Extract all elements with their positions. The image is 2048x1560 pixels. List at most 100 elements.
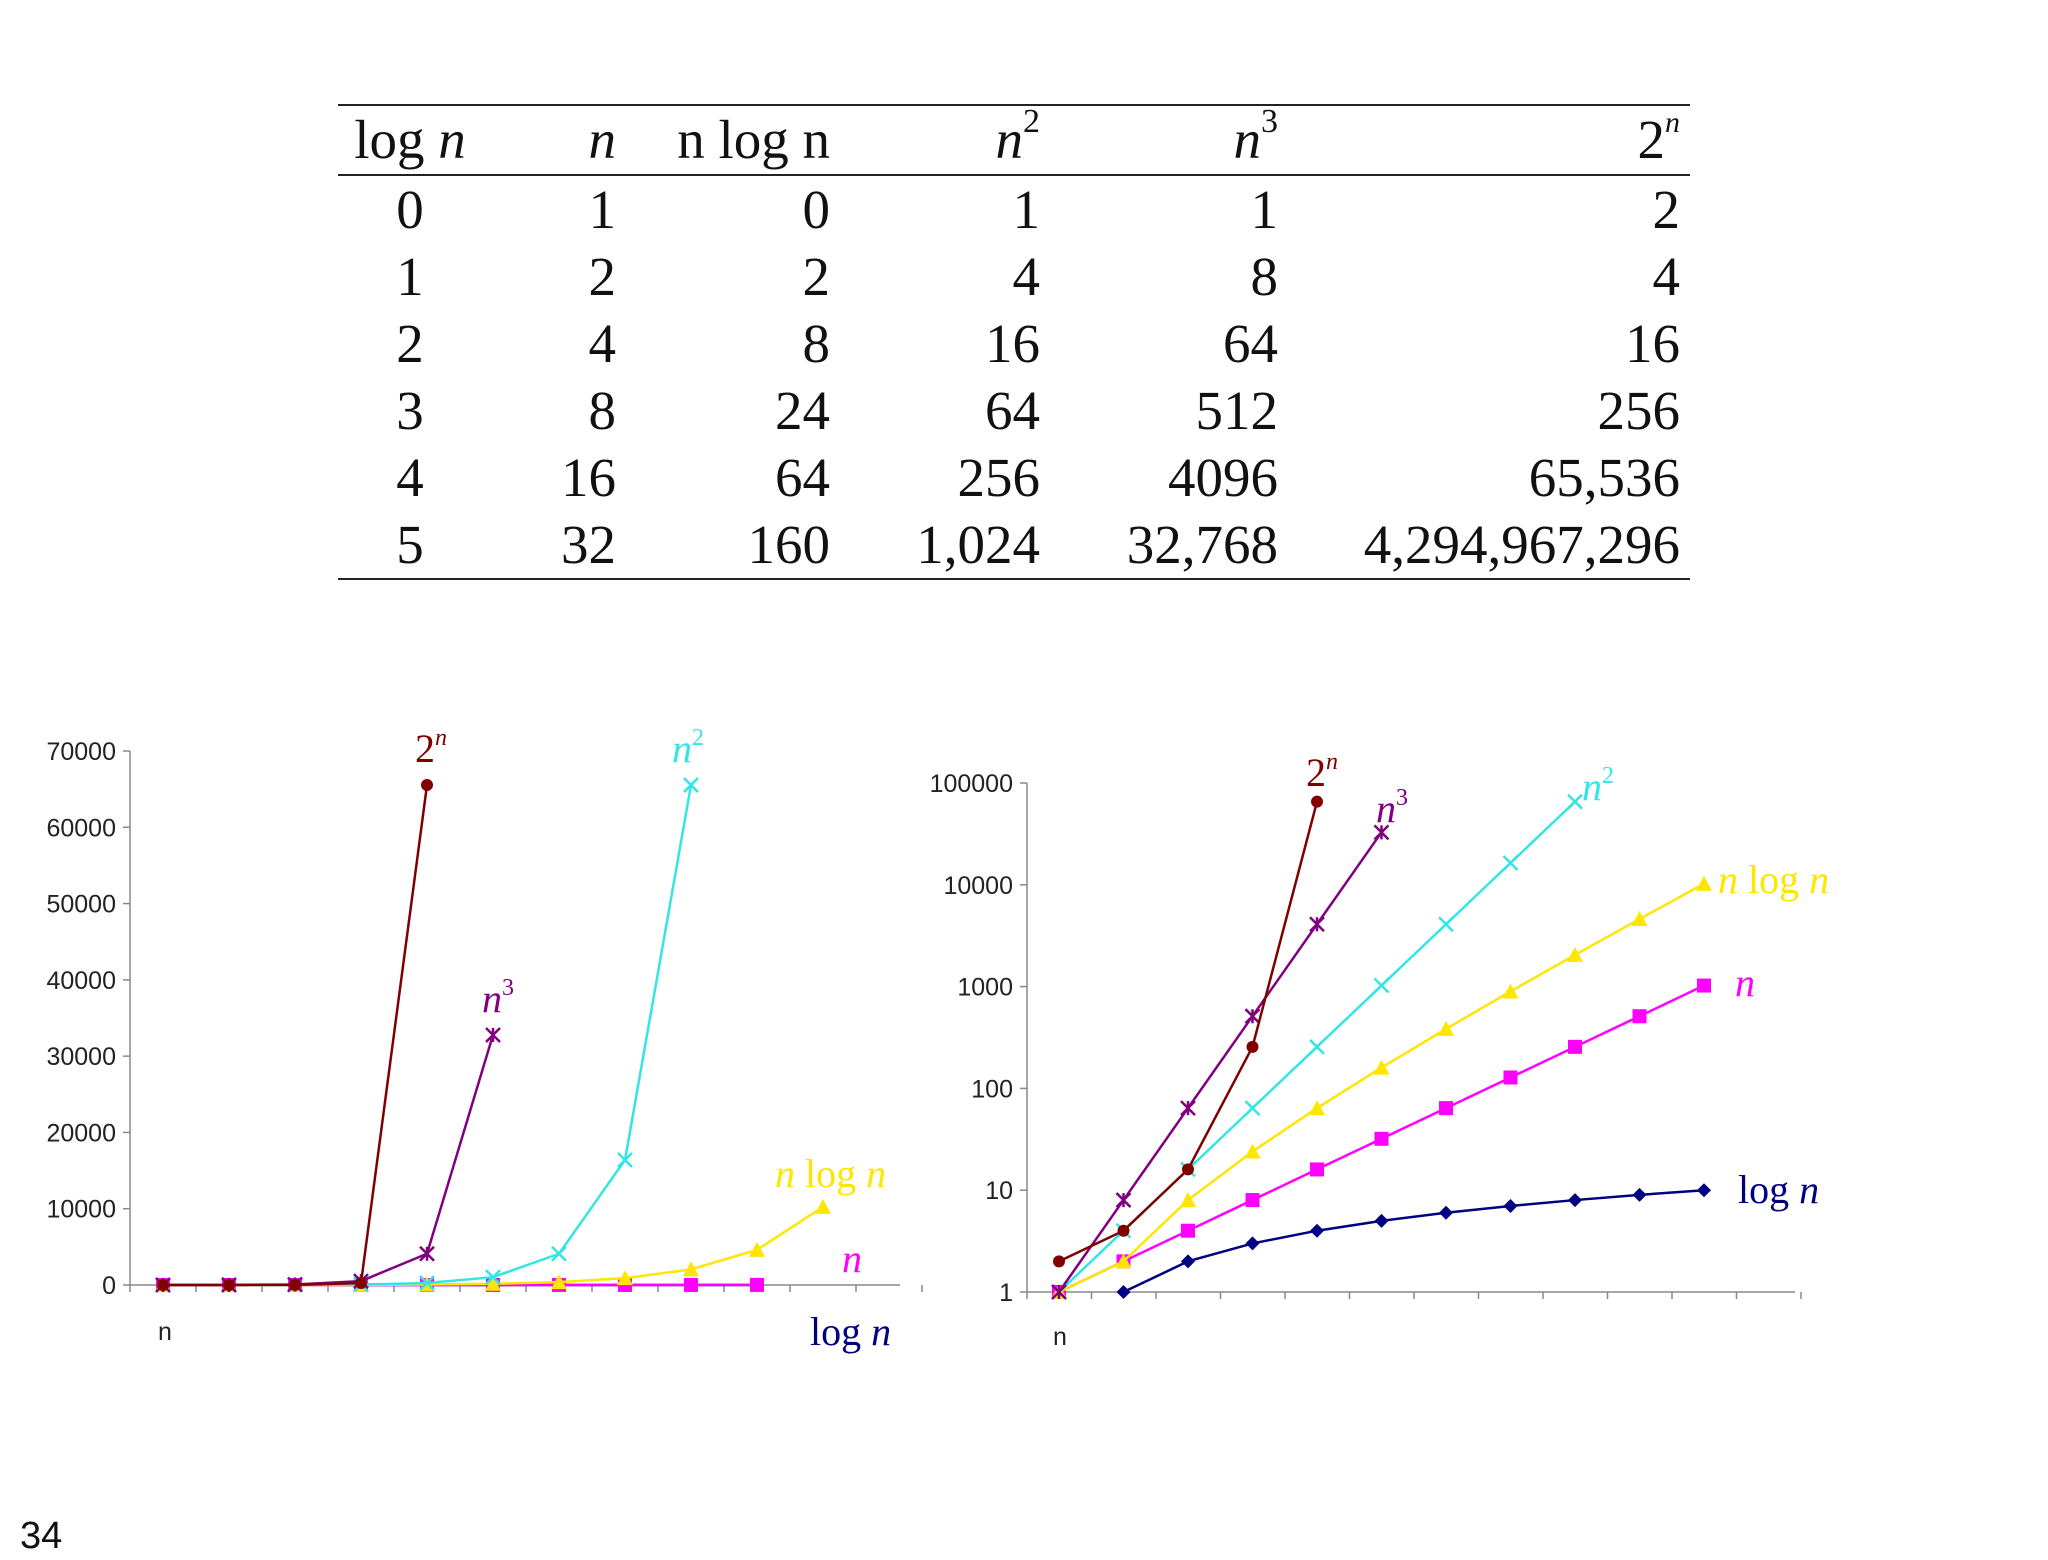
log-y-tick-label-10: 10	[985, 1177, 1013, 1205]
log-point-n2	[1502, 855, 1519, 871]
table-cell: 0	[802, 179, 831, 240]
linear-point-log-n	[684, 1277, 698, 1292]
table-cell: 1	[396, 246, 424, 307]
linear-label-n3: n3	[482, 975, 514, 1021]
table-cell: 0	[396, 179, 424, 240]
table-cell: 8	[1250, 246, 1279, 307]
linear-point-n-log-n	[683, 1261, 699, 1277]
log-label-2n: 2n	[1306, 749, 1338, 795]
header-n-log-n: n log n	[677, 109, 830, 170]
table-cell: 2	[1652, 179, 1681, 240]
linear-series-2n	[157, 779, 433, 1291]
log-point-log-n	[1310, 1223, 1324, 1238]
log-point-n	[1632, 1009, 1647, 1024]
table-cell: 2	[802, 246, 831, 307]
log-label-n2: n2	[1582, 763, 1614, 809]
linear-series-n3	[155, 1027, 501, 1293]
linear-point-n-log-n	[485, 1275, 501, 1291]
linear-point-n-log-n	[749, 1241, 765, 1257]
log-line-2n	[1058, 801, 1319, 1263]
log-series-n	[1052, 978, 1711, 1299]
log-point-log-n	[1245, 1236, 1260, 1251]
linear-point-log-n	[750, 1277, 764, 1292]
table-cell: 8	[588, 380, 617, 441]
log-point-n-log-n	[1696, 875, 1712, 891]
log-series-n-log-n	[1051, 875, 1712, 1299]
log-point-log-n	[1439, 1205, 1453, 1220]
linear-point-n2	[221, 1277, 237, 1293]
linear-label-n2: n2	[672, 725, 704, 771]
linear-point-n	[486, 1277, 500, 1292]
table-cell: 4,294,967,296	[1363, 514, 1680, 575]
log-x-axis-label: n	[1053, 1323, 1067, 1351]
log-point-n	[1116, 1254, 1131, 1269]
linear-point-log-n	[354, 1277, 368, 1292]
log-y-tick-label-1000: 1000	[957, 974, 1013, 1002]
linear-point-n	[618, 1277, 632, 1292]
linear-point-log-n	[618, 1277, 632, 1292]
header-log-n: log n	[354, 109, 466, 170]
table-cell: 8	[802, 313, 831, 374]
header-2-to-n: 2n	[1637, 106, 1681, 171]
log-point-n-log-n	[1244, 1143, 1261, 1159]
linear-point-n	[552, 1277, 566, 1292]
linear-y-tick-label-20000: 20000	[46, 1119, 116, 1147]
log-point-log-n	[1116, 1285, 1131, 1299]
table-cell: 64	[985, 380, 1040, 441]
linear-point-n2	[617, 1152, 633, 1168]
log-point-n	[1310, 1162, 1324, 1177]
log-label-n: n	[1735, 960, 1755, 1005]
linear-point-n-log-n	[617, 1270, 633, 1286]
linear-y-tick-label-30000: 30000	[46, 1043, 116, 1071]
linear-point-n3	[353, 1273, 369, 1289]
table-cell: 32	[561, 514, 616, 575]
table-cell: 4096	[1168, 447, 1278, 508]
log-point-n	[1568, 1039, 1582, 1054]
log-point-n-log-n	[1502, 983, 1519, 999]
log-line-n3	[1057, 831, 1383, 1293]
log-point-n2	[1438, 916, 1454, 933]
table-row: 4 16 64 256 4096 65,536	[338, 444, 1690, 511]
table-row: 5 32 160 1,024 32,768 4,294,967,296	[338, 511, 1690, 579]
log-point-n	[1503, 1070, 1518, 1085]
linear-y-tick-label-40000: 40000	[46, 967, 116, 995]
log-point-n3	[1373, 824, 1390, 841]
table-cell: 160	[747, 514, 831, 575]
linear-series-n2	[155, 777, 699, 1293]
header-n-cubed: n3	[1233, 103, 1279, 171]
table-cell: 1,024	[916, 514, 1040, 575]
linear-label-n-log-n: n log n	[775, 1151, 886, 1196]
linear-point-n3	[221, 1277, 237, 1293]
log-point-n3	[1051, 1284, 1067, 1300]
linear-point-n2	[155, 1277, 171, 1293]
table-cell: 4	[396, 447, 424, 508]
log-y-tick-label-10000: 10000	[943, 872, 1013, 900]
linear-point-n2	[419, 1275, 435, 1291]
log-label-n3: n3	[1376, 785, 1408, 831]
header-n-squared: n2	[995, 103, 1041, 171]
linear-point-n2	[287, 1276, 303, 1293]
table-cell: 256	[1597, 380, 1681, 441]
linear-line-n2	[162, 784, 693, 1287]
log-point-n-log-n	[1567, 946, 1583, 962]
log-series-2n	[1053, 795, 1323, 1268]
log-point-n2	[1180, 1161, 1196, 1178]
log-point-n	[1374, 1131, 1389, 1146]
linear-point-log-n	[156, 1278, 170, 1292]
log-point-n	[1181, 1223, 1195, 1238]
log-point-n	[1245, 1193, 1260, 1208]
log-point-log-n	[1568, 1193, 1582, 1208]
log-point-log-n	[1503, 1198, 1518, 1213]
log-point-n3	[1115, 1192, 1132, 1208]
log-point-n2	[1309, 1038, 1325, 1055]
log-line-n	[1058, 984, 1705, 1294]
table-cell: 16	[1625, 313, 1680, 374]
linear-point-n2	[485, 1269, 501, 1286]
table-row: 1 2 2 4 8 4	[338, 243, 1690, 310]
linear-line-n-log-n	[162, 1205, 824, 1287]
log-point-2n	[1053, 1255, 1065, 1268]
linear-point-n2	[683, 777, 699, 793]
linear-point-log-n	[222, 1277, 236, 1292]
linear-point-n-log-n	[287, 1276, 303, 1292]
